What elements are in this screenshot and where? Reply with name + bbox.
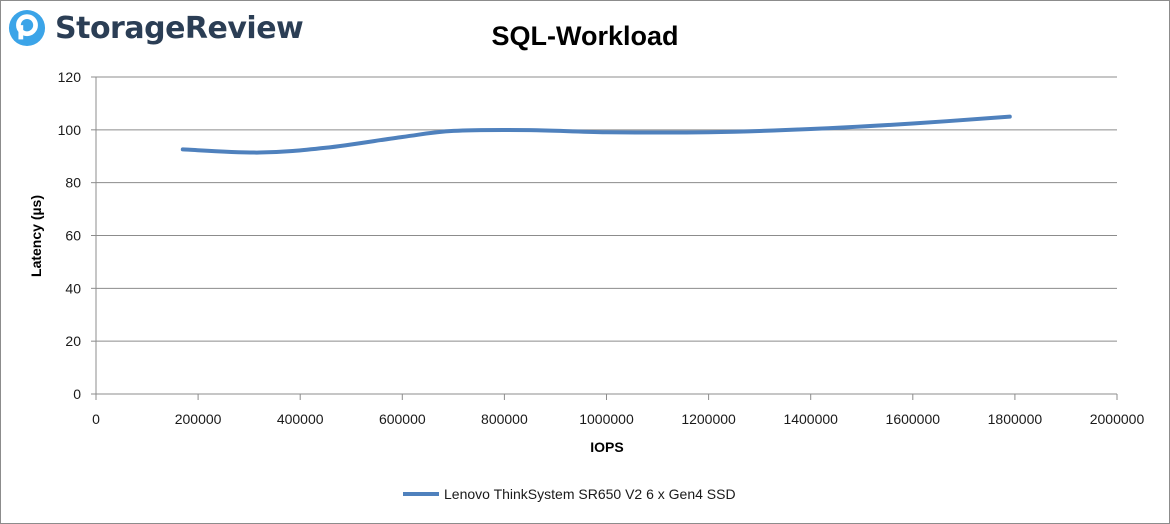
x-tick-label: 1000000	[579, 411, 634, 427]
x-tick-label: 200000	[175, 411, 222, 427]
y-tick-label: 0	[73, 386, 81, 402]
y-tick-label: 40	[65, 280, 81, 296]
brand-name: StorageReview	[55, 10, 304, 46]
y-tick-label: 120	[58, 69, 82, 85]
y-axis-label: Latency (µs)	[28, 195, 44, 277]
series-line	[180, 114, 1012, 155]
x-tick-label: 2000000	[1090, 411, 1145, 427]
x-tick-label: 1600000	[886, 411, 941, 427]
x-axis-ticks: 0 200000 400000 600000 800000 1000000 1200000 1…	[92, 394, 1144, 427]
x-tick-label: 1800000	[988, 411, 1043, 427]
y-axis-ticks: 0 20 40 60 80 100 120	[58, 69, 96, 402]
storagereview-logo-icon	[8, 9, 46, 47]
chart-gridlines	[96, 76, 1117, 342]
chart-title: SQL-Workload	[491, 21, 678, 51]
y-tick-label: 20	[65, 333, 81, 349]
x-tick-label: 1400000	[783, 411, 838, 427]
x-tick-label: 1200000	[681, 411, 736, 427]
x-tick-label: 0	[92, 411, 100, 427]
chart-legend: Lenovo ThinkSystem SR650 V2 6 x Gen4 SSD	[403, 486, 736, 502]
x-axis-label: IOPS	[590, 439, 623, 455]
y-tick-label: 100	[58, 122, 82, 138]
y-tick-label: 60	[65, 228, 81, 244]
x-tick-label: 600000	[379, 411, 426, 427]
x-tick-label: 800000	[481, 411, 528, 427]
brand-logo: StorageReview	[8, 6, 304, 50]
x-tick-label: 400000	[277, 411, 324, 427]
chart-series	[180, 114, 1012, 155]
y-tick-label: 80	[65, 175, 81, 191]
legend-label: Lenovo ThinkSystem SR650 V2 6 x Gen4 SSD	[444, 486, 736, 502]
